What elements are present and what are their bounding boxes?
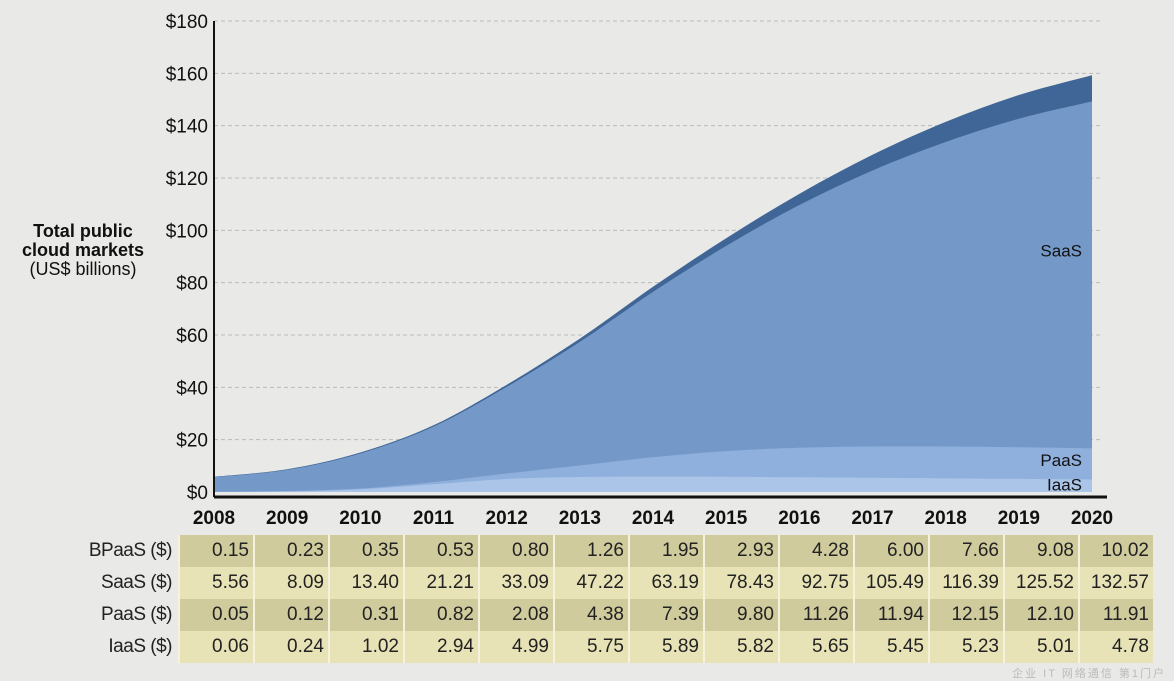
table-cell: 33.09 [478,567,554,599]
table-row: IaaS ($) 0.06 0.24 1.02 2.94 4.99 5.75 5.89 5.82… [60,631,1153,663]
y-tick-label: $20 [176,431,208,452]
y-tick-label: $180 [166,12,208,33]
table-cell: 116.39 [928,567,1004,599]
y-tick-label: $100 [166,221,208,242]
table-cell: 78.43 [703,567,779,599]
table-cell: 5.65 [778,631,854,663]
table-cell: 11.26 [778,599,854,631]
y-tick-label: $60 [176,326,208,347]
y-axis-label: Total public cloud markets (US$ billions… [8,222,158,279]
table-cell: 0.35 [328,535,404,567]
table-cell: 125.52 [1003,567,1079,599]
y-tick-label: $40 [176,378,208,399]
y-tick-label: $120 [166,169,208,190]
table-cell: 92.75 [778,567,854,599]
table-cell: 105.49 [853,567,929,599]
row-header: IaaS ($) [108,636,172,657]
table-cell: 5.23 [928,631,1004,663]
x-tick-label: 2017 [851,508,893,529]
table-cell: 0.15 [178,535,254,567]
x-tick-label: 2010 [339,508,381,529]
table-cell: 7.66 [928,535,1004,567]
table-cell: 0.53 [403,535,479,567]
table-cell: 9.80 [703,599,779,631]
table-cell: 0.23 [253,535,329,567]
y-tick-label: $80 [176,274,208,295]
y-tick-label: $140 [166,117,208,138]
area-label-saas: SaaS [1040,242,1082,261]
table-cell: 13.40 [328,567,404,599]
area-iaas [214,476,1092,492]
table-row: SaaS ($) 5.56 8.09 13.40 21.21 33.09 47.22 63.1… [60,567,1153,599]
x-tick-label: 2014 [632,508,675,529]
x-tick-label: 2011 [413,508,455,529]
row-header: SaaS ($) [101,572,172,593]
y-tick-label: $0 [187,483,208,504]
table-cell: 5.82 [703,631,779,663]
x-tick-label: 2019 [998,508,1040,529]
x-tick-label: 2020 [1071,508,1113,529]
x-tick-label: 2008 [193,508,235,529]
row-header: PaaS ($) [101,604,172,625]
table-row: BPaaS ($) 0.15 0.23 0.35 0.53 0.80 1.26 1.95 2.9… [60,535,1153,567]
table-cell: 1.26 [553,535,629,567]
x-tick-label: 2012 [486,508,528,529]
table-cell: 11.91 [1078,599,1153,631]
row-header: BPaaS ($) [88,540,173,561]
table-cell: 0.31 [328,599,404,631]
table-cell: 0.05 [178,599,254,631]
table-cell: 0.82 [403,599,479,631]
table-cell: 1.95 [628,535,704,567]
table-cell: 4.78 [1078,631,1153,663]
table-cell: 0.06 [178,631,254,663]
table-cell: 5.01 [1003,631,1079,663]
table-cell: 1.02 [328,631,404,663]
data-table: BPaaS ($) 0.15 0.23 0.35 0.53 0.80 1.26 1.95 2.9… [60,535,1153,663]
x-tick-label: 2016 [778,508,820,529]
area-label-paas: PaaS [1040,451,1082,470]
table-cell: 47.22 [553,567,629,599]
table-cell: 9.08 [1003,535,1079,567]
y-tick-label: $160 [166,64,208,85]
table-cell: 21.21 [403,567,479,599]
table-cell: 4.99 [478,631,554,663]
table-cell: 12.10 [1003,599,1079,631]
table-cell: 2.93 [703,535,779,567]
x-tick-label: 2013 [559,508,601,529]
table-cell: 12.15 [928,599,1004,631]
table-cell: 5.56 [178,567,254,599]
table-cell: 0.24 [253,631,329,663]
x-tick-label: 2015 [705,508,748,529]
watermark-tagline: 企业 IT 网络通信 第1门户 [1012,668,1166,680]
table-cell: 11.94 [853,599,929,631]
table-cell: 10.02 [1078,535,1153,567]
x-tick-label: 2009 [266,508,308,529]
table-cell: 7.39 [628,599,704,631]
area-label-iaas: IaaS [1047,476,1082,495]
table-cell: 2.94 [403,631,479,663]
y-axis-unit: (US$ billions) [29,259,137,279]
table-row: PaaS ($) 0.05 0.12 0.31 0.82 2.08 4.38 7.39 9.80… [60,599,1153,631]
table-cell: 63.19 [628,567,704,599]
table-cell: 5.45 [853,631,929,663]
table-cell: 132.57 [1078,567,1153,599]
table-cell: 0.12 [253,599,329,631]
table-cell: 6.00 [853,535,929,567]
area-saas [214,101,1092,492]
table-cell: 0.80 [478,535,554,567]
table-cell: 4.38 [553,599,629,631]
y-axis-title: Total public cloud markets [21,221,145,260]
table-cell: 5.89 [628,631,704,663]
table-cell: 5.75 [553,631,629,663]
stacked-area-chart: $0 $20 $40 $60 $80 $100 $120 $140 $160 $180 SaaS Pa… [166,12,1113,529]
table-cell: 8.09 [253,567,329,599]
table-cell: 2.08 [478,599,554,631]
table-cell: 4.28 [778,535,854,567]
x-tick-label: 2018 [925,508,967,529]
